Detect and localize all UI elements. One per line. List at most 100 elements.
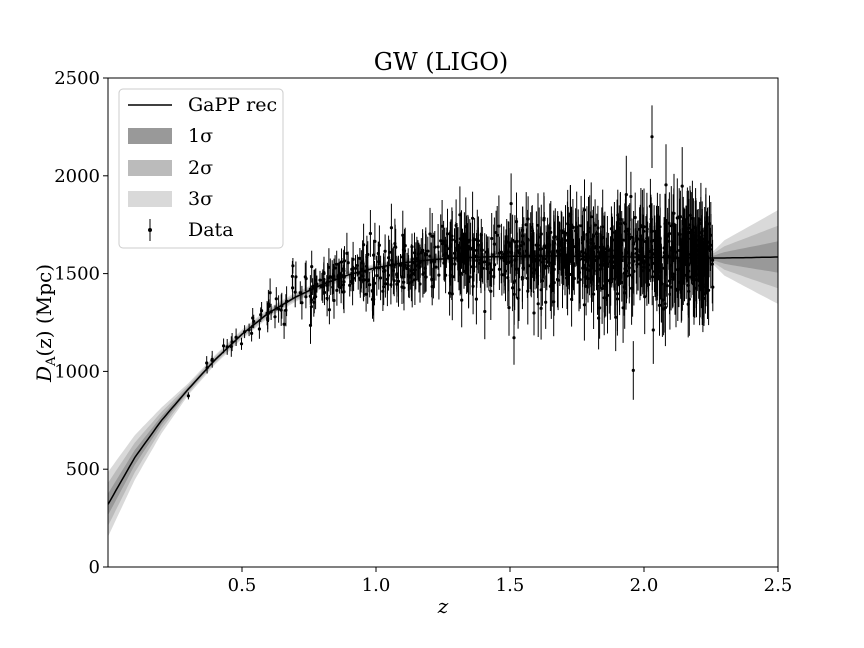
data-point — [518, 247, 522, 251]
data-point — [596, 226, 600, 230]
data-point — [627, 227, 631, 231]
data-point — [510, 286, 515, 290]
data-point — [510, 238, 515, 242]
data-point — [373, 239, 377, 243]
data-point — [605, 293, 610, 297]
data-point — [318, 278, 322, 282]
data-point — [386, 273, 390, 277]
data-point — [670, 248, 674, 252]
legend-label: GaPP rec — [188, 94, 277, 116]
data-point — [418, 282, 422, 286]
data-point — [400, 285, 404, 289]
data-point — [536, 223, 540, 227]
data-point — [536, 257, 540, 261]
data-point — [517, 288, 521, 292]
data-point — [468, 247, 472, 251]
data-point — [396, 279, 401, 283]
data-point — [430, 285, 434, 289]
data-point — [572, 276, 576, 281]
data-point — [549, 230, 553, 234]
data-point — [483, 309, 487, 314]
x-axis-ticks: 0.5 1.0 1.5 2.0 2.5 — [228, 567, 793, 596]
data-point — [524, 223, 528, 227]
data-point — [582, 208, 587, 212]
legend-label: 1σ — [188, 125, 213, 147]
x-tick-label: 2.5 — [764, 575, 793, 596]
data-point — [520, 275, 525, 279]
gapp-reconstruction-line — [107, 255, 778, 505]
data-point — [556, 242, 560, 246]
x-tick-label: 2.0 — [630, 575, 659, 596]
data-point — [267, 304, 271, 308]
legend-swatch-point — [148, 228, 152, 232]
data-point — [362, 243, 366, 247]
data-point — [562, 264, 566, 268]
y-axis-label: DA(z) (Mpc) — [32, 264, 59, 383]
x-tick-label: 0.5 — [228, 575, 257, 596]
data-point — [383, 282, 387, 286]
data-point — [402, 257, 406, 261]
data-point — [462, 269, 466, 273]
data-point — [234, 335, 238, 339]
data-point — [667, 221, 671, 225]
data-point — [566, 241, 570, 245]
data-point — [636, 253, 640, 258]
x-tick-label: 1.0 — [362, 575, 391, 596]
data-point — [480, 248, 484, 252]
data-point — [410, 245, 414, 249]
data-point — [539, 247, 543, 251]
data-point — [570, 262, 574, 266]
data-point — [627, 261, 631, 265]
data-point — [453, 262, 457, 266]
data-point — [577, 270, 582, 275]
data-point — [464, 225, 468, 229]
data-point — [603, 267, 607, 271]
data-point — [388, 250, 392, 254]
data-point — [346, 261, 350, 265]
data-point — [662, 251, 667, 255]
data-point — [664, 183, 668, 187]
data-point — [484, 250, 488, 254]
data-point — [366, 252, 370, 257]
data-point — [439, 239, 443, 243]
data-point — [358, 256, 362, 260]
data-point — [490, 236, 494, 241]
data-point — [257, 327, 261, 331]
data-point — [560, 248, 564, 252]
data-point — [630, 286, 634, 290]
data-point — [598, 306, 602, 310]
data-point — [364, 292, 368, 296]
data-point — [507, 306, 511, 310]
data-point — [698, 284, 702, 288]
data-point — [436, 245, 440, 249]
data-point — [293, 290, 297, 294]
data-point — [239, 342, 244, 346]
data-point — [650, 275, 654, 279]
data-point — [544, 246, 549, 250]
y-axis-label-sub: A — [44, 356, 59, 367]
data-point — [705, 249, 709, 253]
y-tick-label: 500 — [66, 459, 100, 480]
data-point — [520, 240, 524, 244]
data-point — [331, 285, 335, 289]
data-point — [610, 260, 615, 264]
data-point — [621, 238, 625, 242]
legend: GaPP rec 1σ 2σ 3σ Data — [118, 88, 284, 249]
data-point — [507, 260, 511, 264]
data-point — [629, 235, 633, 239]
data-point — [586, 240, 590, 244]
data-point — [389, 283, 393, 287]
data-point — [593, 223, 597, 227]
data-point — [282, 322, 286, 326]
data-point — [582, 303, 587, 307]
data-point — [423, 266, 427, 270]
data-point — [629, 194, 633, 199]
data-point — [322, 290, 327, 295]
data-point — [633, 215, 637, 220]
legend-swatch-band3 — [128, 191, 172, 207]
data-point — [657, 303, 662, 307]
data-point — [463, 244, 467, 248]
data-point — [495, 233, 499, 237]
data-point — [260, 309, 264, 313]
data-point — [492, 253, 496, 257]
